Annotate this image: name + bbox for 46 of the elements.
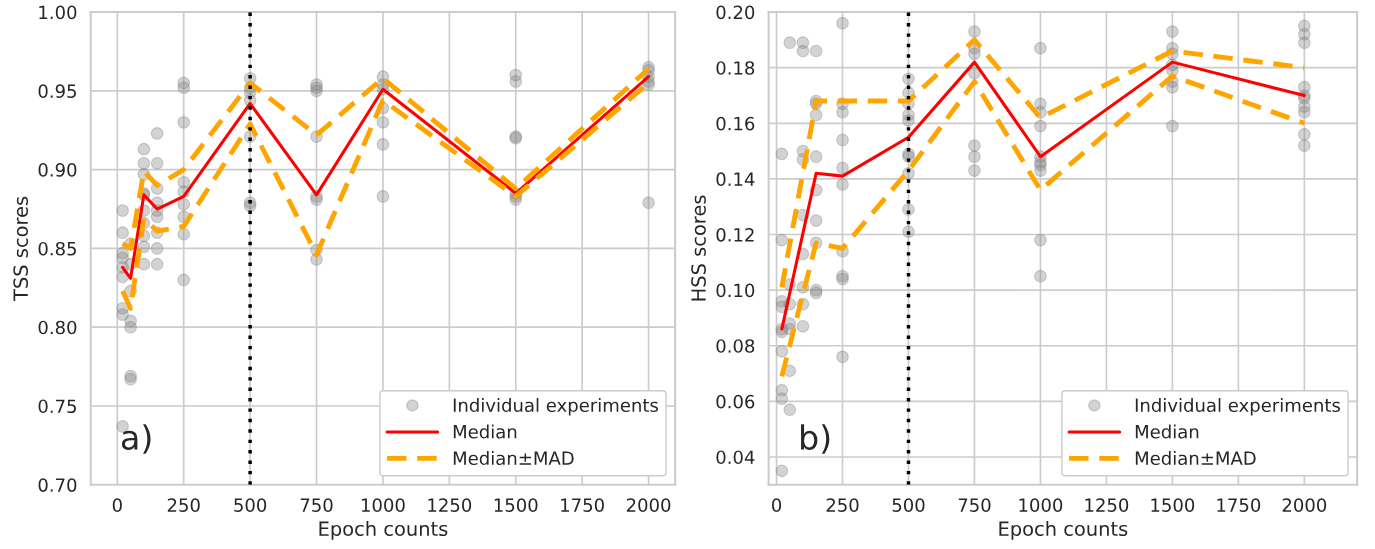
x-tick-label: 0 [771,498,782,512]
x-axis-title: Epoch counts [319,520,448,540]
legend-label: Median [453,424,517,439]
legend-label: Individual experiments [453,398,658,416]
y-tick-label: 0.95 [38,84,76,98]
x-tick-label: 1500 [494,498,538,512]
y-axis-title: HSS scores [691,195,706,301]
y-tick-label: 0.80 [38,320,77,335]
y-tick-label: 0.04 [716,450,755,465]
x-tick-label: 750 [958,498,991,512]
y-tick-label: 0.14 [716,172,755,187]
x-tick-label: 1000 [361,498,405,512]
legend-label: Individual experiments [1135,398,1340,416]
x-tick-label: 2000 [626,498,671,512]
x-tick-label: 250 [826,498,859,512]
y-tick-label: 0.10 [716,283,755,298]
legend-label: Median [1135,424,1199,439]
x-tick-label: 2000 [1282,498,1327,512]
y-tick-label: 0.70 [38,478,77,492]
y-axis-title: TSS scores [13,196,29,302]
y-tick-label: 0.08 [716,339,755,353]
annotation: a) [121,424,151,454]
y-tick-label: 0.12 [716,227,754,242]
y-tick-label: 0.90 [38,163,77,177]
legend-label: Median±MAD [453,451,574,466]
x-tick-label: 750 [300,498,333,512]
x-tick-label: 1750 [1217,498,1261,512]
x-tick-label: 1750 [561,498,604,512]
y-tick-label: 0.16 [716,116,755,131]
y-tick-label: 0.85 [38,241,76,256]
annotation: b) [801,424,830,454]
x-tick-label: 500 [892,498,925,512]
x-tick-label: 500 [234,498,267,512]
legend-label: Median±MAD [1135,451,1256,466]
y-tick-label: 0.06 [716,394,755,409]
x-axis-title: Epoch counts [999,520,1128,540]
y-tick-label: 0.18 [716,61,755,75]
y-tick-label: 0.75 [38,399,76,414]
x-tick-label: 1250 [428,498,472,512]
x-tick-label: 1000 [1019,498,1063,512]
x-tick-label: 1500 [1151,498,1195,512]
x-tick-label: 250 [167,498,200,512]
y-tick-label: 1.00 [39,5,77,20]
y-tick-label: 0.20 [716,5,755,20]
x-tick-label: 1250 [1085,498,1129,512]
x-tick-label: 0 [112,498,122,512]
